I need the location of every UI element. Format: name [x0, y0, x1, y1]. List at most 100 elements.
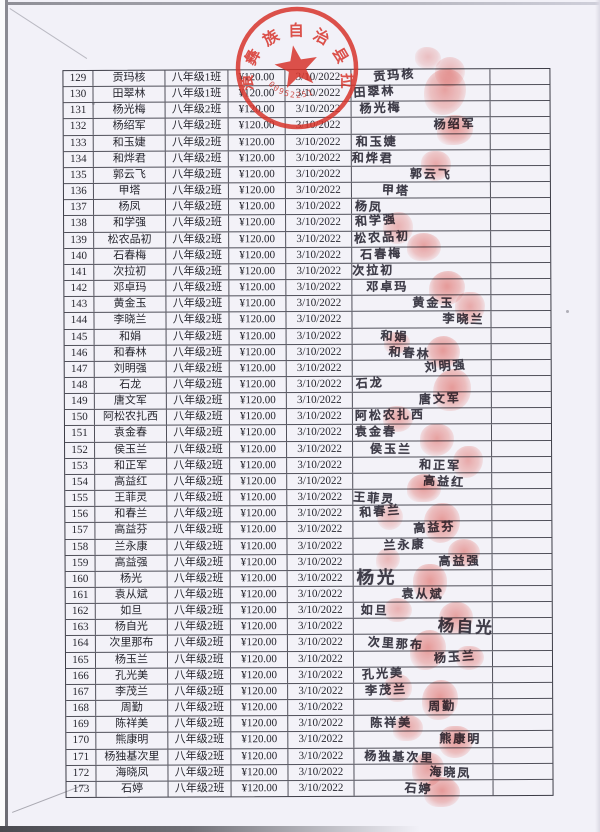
date-cell: 3/10/2022: [286, 295, 353, 312]
signature-handwriting: 李晓兰: [442, 311, 485, 328]
row-number-cell: 131: [63, 103, 94, 119]
signature-handwriting: 海晓凤: [429, 764, 472, 781]
row-number-cell: 137: [63, 200, 95, 216]
student-name-cell: 和春兰: [95, 506, 168, 523]
signature-cell: 和娟: [352, 327, 492, 344]
student-name-cell: 兰永康: [95, 539, 168, 555]
date-cell: 3/10/2022: [288, 748, 355, 764]
blank-cell: [491, 279, 550, 294]
class-cell: 八年级2班: [167, 571, 231, 587]
signature-cell: 李晓兰: [352, 311, 492, 328]
student-name-cell: 杨光梅: [93, 102, 166, 119]
date-cell: 3/10/2022: [285, 150, 352, 167]
blank-cell: [491, 214, 550, 229]
student-name-cell: 甲塔: [93, 183, 166, 200]
signature-handwriting: 孔光美: [361, 665, 405, 682]
signature-cell: 和春兰: [353, 503, 493, 522]
row-number-cell: 155: [65, 490, 96, 507]
blank-cell: [491, 231, 550, 246]
signature-cell: 孔光美: [354, 665, 494, 683]
date-cell: 3/10/2022: [286, 409, 353, 425]
class-cell: 八年级2班: [165, 167, 229, 183]
blank-cell: [493, 667, 552, 682]
amount-cell: ¥120.00: [228, 199, 287, 215]
blank-cell: [491, 150, 550, 165]
date-cell: 3/10/2022: [287, 586, 354, 603]
blank-cell: [492, 537, 551, 552]
signature-cell: 王菲灵: [353, 489, 493, 507]
class-cell: 八年级2班: [168, 748, 232, 765]
signature-handwriting: 袁金春: [354, 425, 398, 440]
student-name-cell: 和烨君: [93, 151, 166, 167]
class-cell: 八年级2班: [166, 328, 230, 345]
date-cell: 3/10/2022: [285, 166, 352, 183]
signature-cell: 兰永康: [353, 537, 493, 554]
scan-edge-left-gutter: [0, 0, 5, 832]
date-cell: 3/10/2022: [286, 263, 353, 280]
amount-cell: ¥120.00: [229, 296, 287, 312]
blank-cell: [491, 134, 550, 149]
blank-cell: [493, 731, 552, 746]
date-cell: 3/10/2022: [288, 780, 355, 797]
class-cell: 八年级2班: [168, 684, 232, 700]
paper-speck: [92, 102, 95, 105]
date-cell: 3/10/2022: [286, 376, 353, 393]
signature-handwriting: 贡玛核: [372, 66, 416, 84]
student-name-cell: 袁金春: [94, 426, 168, 442]
signature-handwriting: 石春梅: [359, 245, 403, 262]
class-cell: 八年级2班: [166, 231, 230, 248]
row-number-cell: 144: [64, 313, 95, 329]
signature-handwriting: 袁从斌: [401, 586, 444, 602]
blank-cell: [492, 521, 551, 536]
student-name-cell: 次拉初: [94, 264, 167, 280]
student-name-cell: 熊康明: [96, 733, 169, 749]
row-number-cell: 142: [64, 280, 95, 297]
row-number-cell: 162: [65, 604, 96, 620]
student-name-cell: 杨独基次里: [96, 749, 169, 765]
blank-cell: [492, 424, 551, 439]
signature-cell: 高益红: [353, 473, 493, 489]
class-cell: 八年级2班: [166, 425, 231, 442]
student-name-cell: 唐文军: [94, 393, 167, 410]
class-cell: 八年级2班: [167, 506, 231, 522]
blank-cell: [491, 182, 550, 197]
date-cell: 3/10/2022: [288, 716, 355, 732]
class-cell: 八年级2班: [165, 183, 229, 199]
class-cell: 八年级2班: [166, 280, 230, 296]
fingerprint-mark: [415, 46, 441, 70]
date-cell: 3/10/2022: [286, 247, 353, 263]
student-name-cell: 海晓凤: [96, 765, 169, 781]
signature-handwriting: 石龙: [355, 375, 385, 391]
signature-handwriting: 杨玉兰: [433, 647, 477, 666]
signature-handwriting: 和正军: [418, 457, 462, 473]
date-cell: 3/10/2022: [286, 344, 353, 360]
row-number-cell: 130: [63, 87, 94, 103]
amount-cell: ¥120.00: [229, 263, 287, 280]
date-cell: 3/10/2022: [286, 328, 353, 344]
row-number-cell: 152: [65, 442, 96, 458]
amount-cell: ¥120.00: [230, 554, 288, 571]
class-cell: 八年级2班: [167, 522, 231, 539]
row-number-cell: 160: [65, 571, 96, 588]
signature-handwriting: 侯玉兰: [369, 441, 413, 456]
signature-handwriting: 和娟: [380, 328, 409, 344]
row-number-cell: 154: [65, 474, 96, 491]
signature-handwriting: 松农品初: [353, 228, 411, 246]
row-number-cell: 141: [64, 264, 95, 281]
row-number-cell: 133: [63, 135, 94, 151]
signature-cell: 黄金玉: [352, 295, 492, 312]
blank-cell: [490, 85, 549, 100]
row-number-cell: 139: [64, 232, 95, 248]
date-cell: 3/10/2022: [288, 732, 355, 748]
date-cell: 3/10/2022: [287, 522, 354, 538]
blank-cell: [492, 376, 551, 391]
amount-cell: ¥120.00: [229, 425, 288, 441]
date-cell: 3/10/2022: [287, 635, 354, 651]
row-number-cell: 136: [63, 184, 94, 200]
row-number-cell: 164: [65, 636, 96, 652]
scan-edge-right-shade: [595, 0, 600, 832]
student-name-cell: 李晓兰: [94, 312, 167, 329]
class-cell: 八年级2班: [166, 393, 230, 409]
signature-handwriting: 熊康明: [439, 731, 482, 747]
